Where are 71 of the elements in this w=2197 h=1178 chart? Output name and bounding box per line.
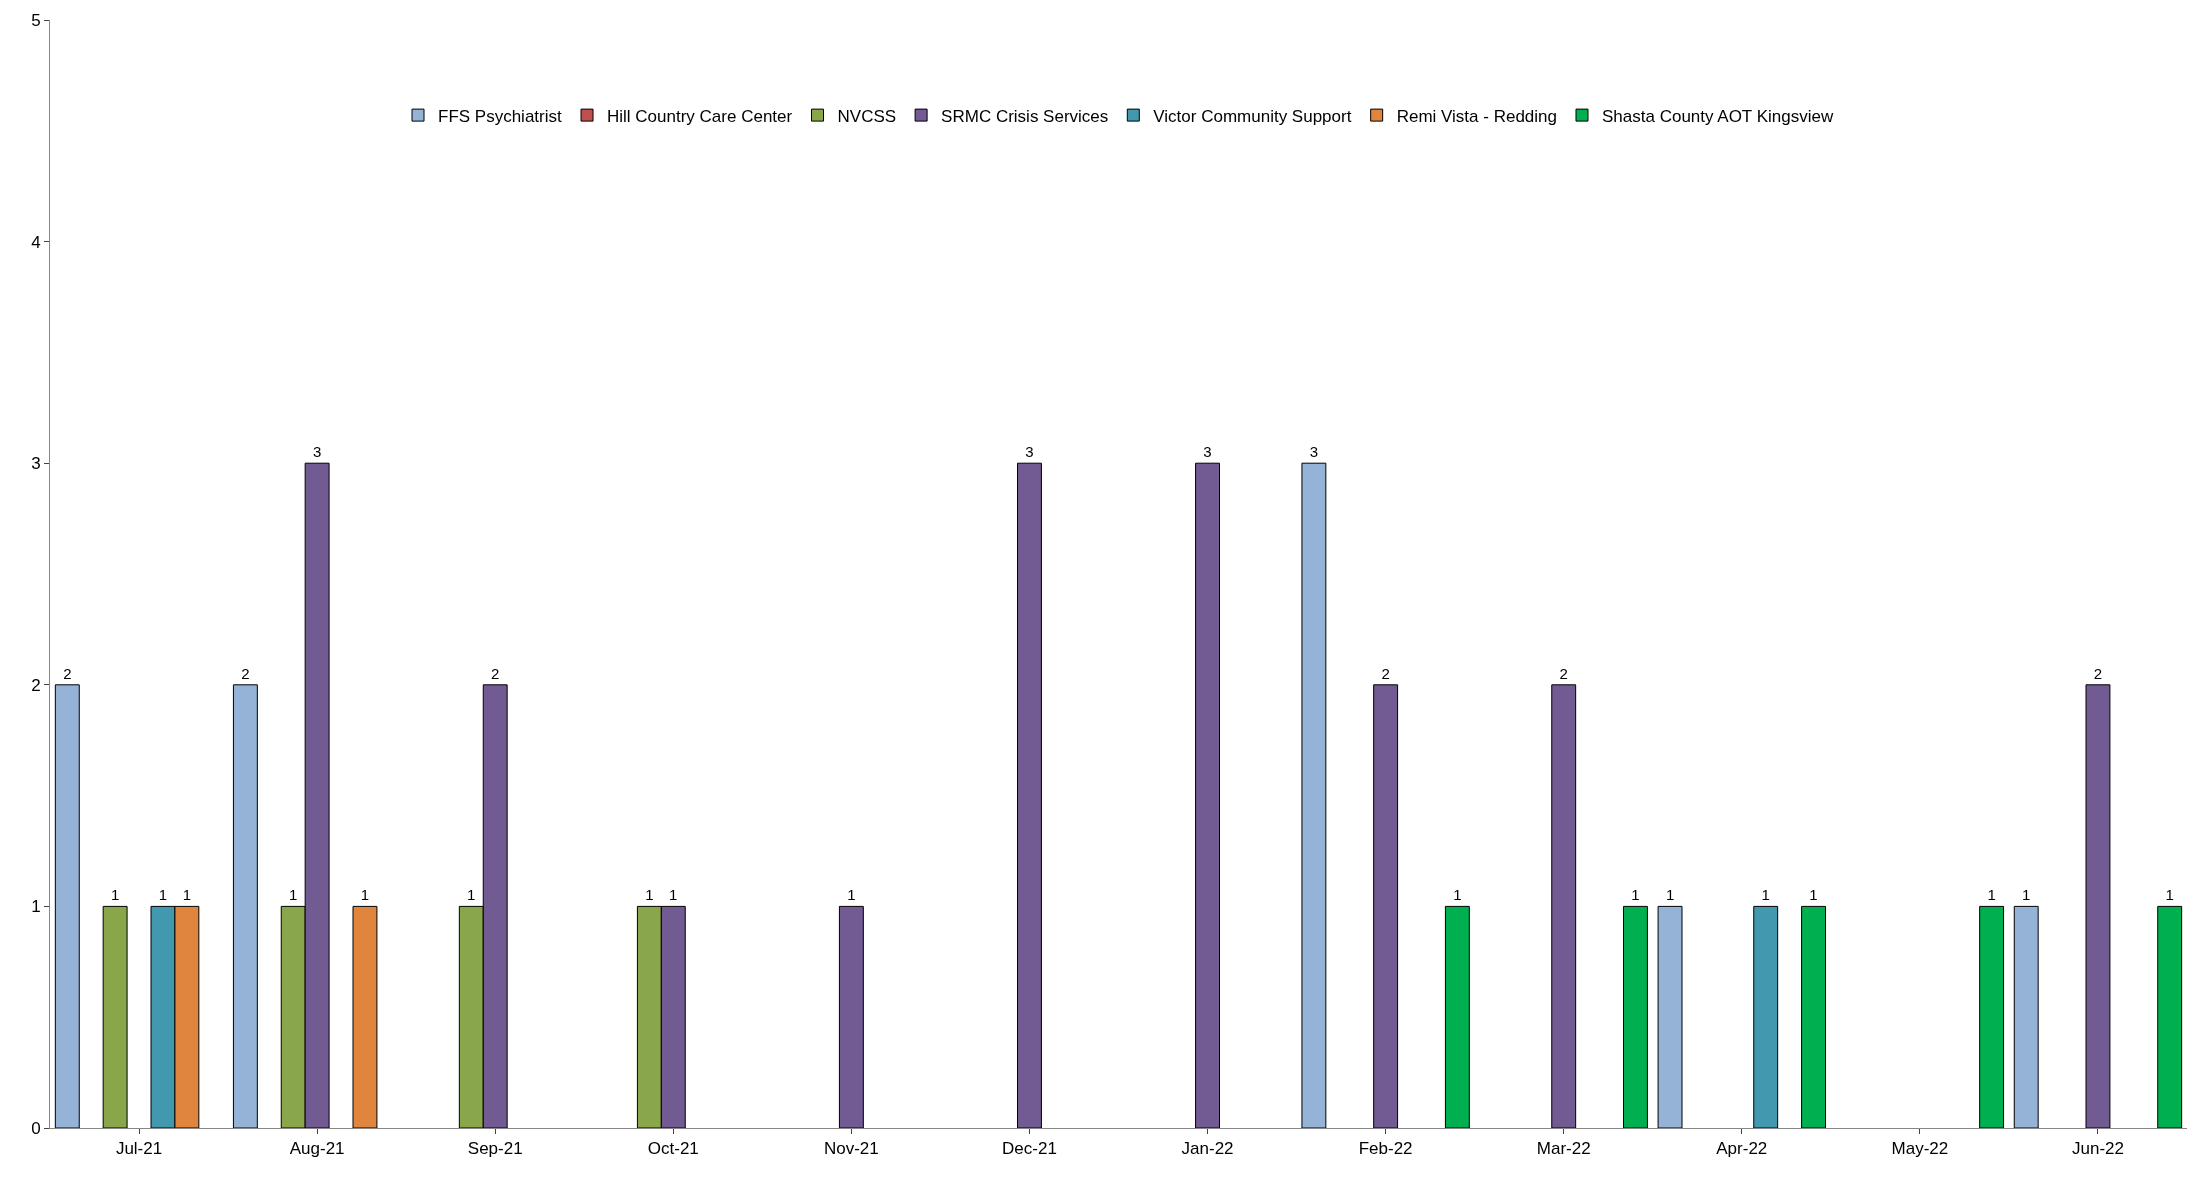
x-tick-label: Nov-21 [823,1139,879,1159]
data-label: 1 [2022,886,2031,904]
data-label: 1 [289,886,298,904]
data-label: 1 [1631,886,1640,904]
y-tick-label: 4 [31,232,41,252]
data-label: 3 [1309,443,1319,461]
bar [1373,684,1399,1128]
bar [352,905,378,1128]
bar [102,905,128,1128]
y-tick-label: 1 [31,897,41,917]
data-label: 1 [182,886,192,904]
legend-label: Victor Community Support [1153,106,1352,126]
legend-label: NVCSS [837,106,897,126]
data-label: 1 [1453,886,1462,904]
bar [54,684,80,1128]
legend-label: SRMC Crisis Services [941,106,1109,126]
x-tick-label: Jun-22 [2071,1139,2124,1159]
x-tick-label: Feb-22 [1358,1139,1413,1159]
x-tick-label: Sep-21 [467,1139,523,1159]
y-tick-label: 0 [31,1118,41,1138]
legend-label: FFS Psychiatrist [438,106,563,126]
bar [232,684,258,1128]
bar [1444,905,1470,1128]
y-tick-label: 3 [31,454,41,474]
data-label: 2 [241,664,250,682]
bar [1551,684,1577,1128]
x-tick-label: Oct-21 [647,1139,699,1159]
legend-label: Shasta County AOT Kingsview [1602,106,1834,126]
data-label: 1 [1665,886,1675,904]
x-tick-label: May-22 [1891,1139,1949,1159]
data-label: 1 [1809,886,1818,904]
bar [1801,905,1826,1128]
data-label: 1 [2165,886,2174,904]
bar [1657,905,1683,1128]
bar [2085,684,2111,1128]
y-tick-label: 2 [31,675,41,695]
data-label: 1 [467,886,476,904]
bar [1753,905,1779,1128]
bar [1017,462,1042,1128]
legend-label: Hill Country Care Center [607,106,793,126]
data-label: 3 [1025,443,1034,461]
data-label: 2 [491,664,500,682]
x-tick-label: Apr-22 [1716,1139,1768,1159]
data-label: 1 [669,886,678,904]
x-tick-label: Mar-22 [1536,1139,1591,1159]
bar [1301,462,1327,1128]
data-label: 3 [1203,443,1212,461]
data-label: 3 [312,443,322,461]
data-label: 2 [1381,664,1390,682]
data-label: 1 [1761,886,1770,904]
data-label: 1 [645,886,654,904]
bar [1195,462,1220,1128]
data-label: 1 [110,886,120,904]
bar [2157,905,2183,1128]
data-label: 2 [1559,664,1568,682]
legend-label: Remi Vista - Redding [1396,106,1557,126]
x-tick-label: Dec-21 [1002,1139,1057,1159]
data-label: 2 [2093,664,2103,682]
bar [1979,905,2005,1128]
bar [2013,905,2039,1128]
data-label: 1 [360,886,370,904]
data-label: 1 [1987,886,1996,904]
bar [1622,905,1648,1128]
x-tick-label: Jan-22 [1181,1139,1234,1159]
data-label: 1 [158,886,168,904]
bar [838,905,864,1128]
x-tick-label: Aug-21 [289,1139,345,1159]
data-label: 2 [63,664,72,682]
data-label: 1 [847,886,856,904]
x-tick-label: Jul-21 [115,1139,163,1159]
y-tick-label: 5 [31,10,41,30]
